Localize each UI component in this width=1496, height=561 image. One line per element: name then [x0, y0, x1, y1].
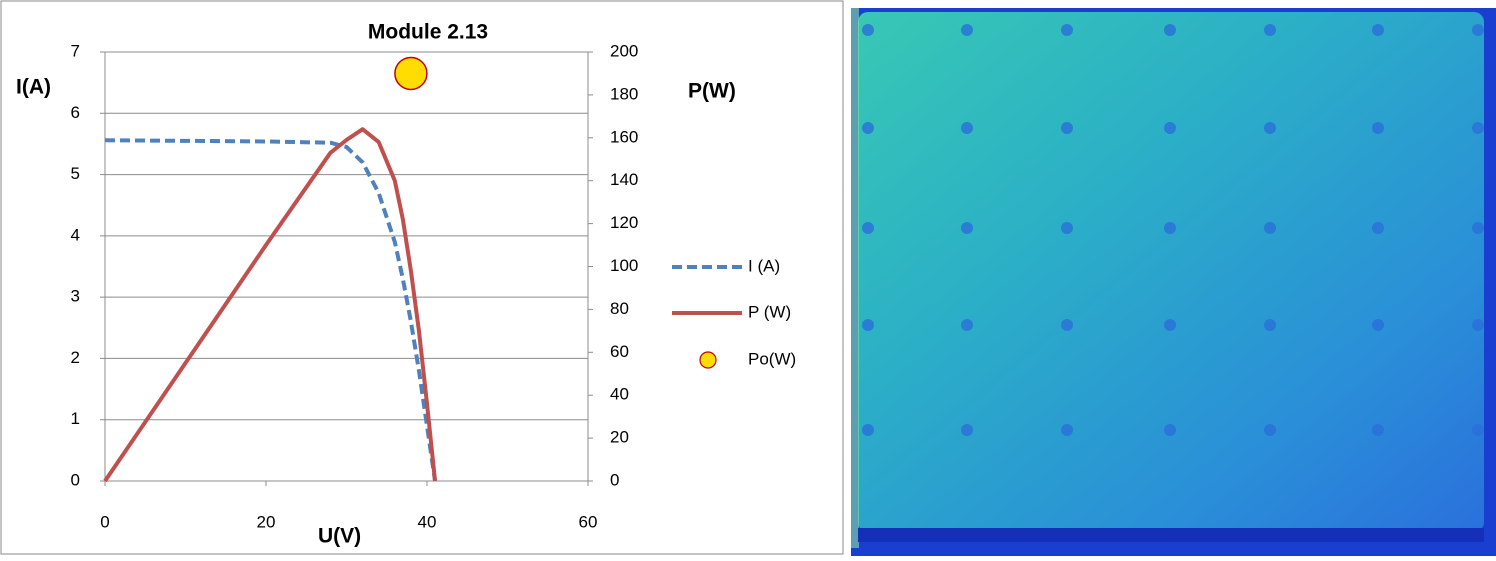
y2-tick-label: 80 [610, 299, 629, 318]
thermal-image [851, 8, 1496, 556]
image-dot [1372, 24, 1384, 36]
image-dot [1472, 24, 1484, 36]
image-dot [1372, 222, 1384, 234]
image-dot [1264, 319, 1276, 331]
legend-label: Po(W) [748, 349, 796, 368]
y2-tick-label: 120 [610, 213, 638, 232]
image-dot [961, 122, 973, 134]
y2-tick-label: 160 [610, 127, 638, 146]
image-dot [1061, 222, 1073, 234]
y-tick-label: 0 [71, 470, 80, 489]
image-bottom [858, 528, 1484, 542]
image-dots [858, 24, 1484, 542]
legend-label: P (W) [748, 302, 791, 321]
image-dot [862, 319, 874, 331]
image-dot [1164, 24, 1176, 36]
y2-tick-label: 40 [610, 385, 629, 404]
y2-tick-label: 0 [610, 470, 619, 489]
chart-border [0, 0, 844, 555]
y2-tick-label: 20 [610, 428, 629, 447]
y-tick-label: 6 [71, 103, 80, 122]
image-dot [1061, 319, 1073, 331]
legend-marker [699, 351, 717, 369]
y2-tick-label: 180 [610, 84, 638, 103]
image-dot [862, 222, 874, 234]
x-tick-label: 40 [418, 512, 437, 531]
data-point [394, 56, 428, 91]
image-dot [1061, 24, 1073, 36]
chart: Module 2.13 I(A) P(W) U(V) 0 1 2 3 4 5 6 7 0 20 40… [16, 21, 796, 548]
y-tick-label: 1 [71, 409, 80, 428]
y2-tick-label: 140 [610, 170, 638, 189]
image-dot [1164, 319, 1176, 331]
image-dot [1164, 424, 1176, 436]
y2-axis-title: P(W) [688, 80, 736, 103]
image-body [858, 12, 1484, 532]
x-axis-title: U(V) [318, 525, 361, 548]
image-dot [1061, 122, 1073, 134]
image-dot [1372, 319, 1384, 331]
image-dot [1164, 222, 1176, 234]
image-dot [961, 222, 973, 234]
y-tick-label: 5 [71, 164, 80, 183]
image-dot [1164, 122, 1176, 134]
image-dot [1372, 424, 1384, 436]
y2-tick-label: 60 [610, 342, 629, 361]
y2-tick-label: 200 [610, 41, 638, 60]
image-dot [1061, 424, 1073, 436]
y-tick-label: 2 [71, 348, 80, 367]
y-tick-label: 7 [71, 41, 80, 60]
image-dot [862, 424, 874, 436]
series-line [103, 127, 438, 483]
series-line [104, 138, 438, 482]
y2-tick-label: 100 [610, 256, 638, 275]
image-dot [862, 24, 874, 36]
image-dot [1472, 424, 1484, 436]
image-dot [862, 122, 874, 134]
y-tick-label: 3 [71, 287, 80, 306]
chart-title: Module 2.13 [368, 21, 488, 44]
legend-label: I (A) [748, 256, 780, 275]
image-dot [1472, 319, 1484, 331]
image-dot [1472, 122, 1484, 134]
y-axis-title: I(A) [16, 76, 51, 99]
image-dot [1372, 122, 1384, 134]
image-dot [1264, 122, 1276, 134]
image-dot [961, 424, 973, 436]
image-dot [961, 24, 973, 36]
image-dot [1264, 424, 1276, 436]
y-tick-label: 4 [71, 225, 80, 244]
image-dot [1472, 222, 1484, 234]
x-tick-label: 0 [100, 512, 109, 531]
image-dot [1264, 24, 1276, 36]
x-tick-label: 20 [257, 512, 276, 531]
image-edge [851, 8, 859, 548]
image-dot [1264, 222, 1276, 234]
image-dot [961, 319, 973, 331]
x-tick-label: 60 [579, 512, 598, 531]
